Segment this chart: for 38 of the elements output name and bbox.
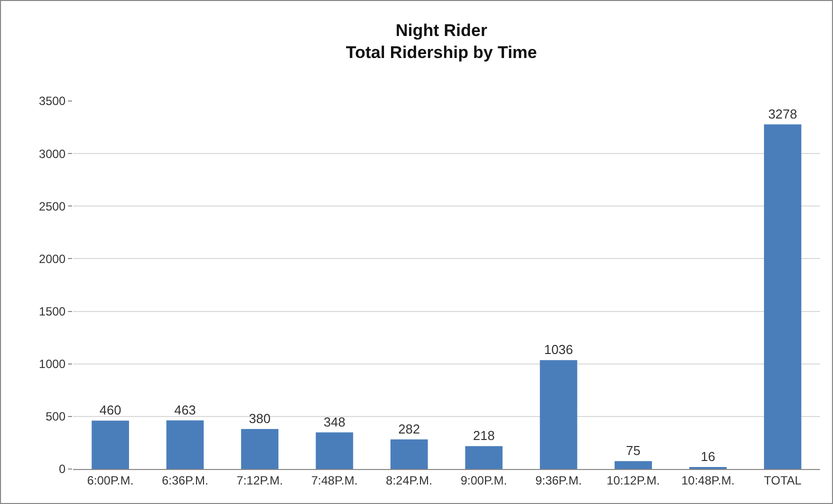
x-tick-label: 10:48P.M. — [681, 473, 735, 488]
y-tick-label: 2500 — [38, 199, 66, 214]
x-tick-label: 7:12P.M. — [236, 473, 283, 488]
bar — [465, 446, 503, 469]
x-tick-label: 6:36P.M. — [162, 473, 208, 488]
bar — [764, 124, 802, 469]
data-label: 463 — [174, 402, 196, 418]
bar — [540, 360, 578, 469]
x-tick-label: 8:24P.M. — [386, 473, 432, 488]
data-label: 16 — [700, 449, 716, 464]
y-tick-label: 1500 — [38, 304, 66, 318]
data-label: 218 — [473, 428, 495, 444]
bar — [241, 429, 278, 469]
bar — [390, 439, 428, 469]
y-tick-label: 500 — [46, 410, 66, 424]
data-label: 460 — [100, 402, 122, 418]
y-tick-label: 3500 — [38, 94, 66, 108]
x-tick-label: TOTAL — [764, 473, 802, 488]
x-tick-label: 10:12P.M. — [606, 473, 660, 488]
data-label: 1036 — [544, 342, 574, 358]
y-tick-label: 2000 — [38, 252, 66, 266]
y-tick-label: 3000 — [38, 146, 66, 161]
data-label: 348 — [324, 414, 346, 430]
x-tick-label: 6:00P.M. — [87, 473, 134, 488]
bar — [614, 461, 652, 469]
bar — [316, 432, 354, 469]
y-tick-label: 0 — [58, 462, 66, 476]
bar — [166, 420, 204, 469]
data-label: 380 — [248, 411, 271, 426]
y-tick-label: 1000 — [38, 357, 66, 372]
data-label: 3278 — [768, 106, 798, 122]
bar — [92, 420, 130, 469]
x-tick-label: 9:00P.M. — [460, 473, 508, 488]
data-label: 75 — [626, 443, 640, 458]
chart-title: Night Rider Total Ridership by Time — [346, 21, 537, 62]
x-tick-label: 7:48P.M. — [311, 473, 358, 488]
x-tick-label: 9:36P.M. — [535, 473, 582, 488]
data-label: 282 — [398, 421, 420, 436]
